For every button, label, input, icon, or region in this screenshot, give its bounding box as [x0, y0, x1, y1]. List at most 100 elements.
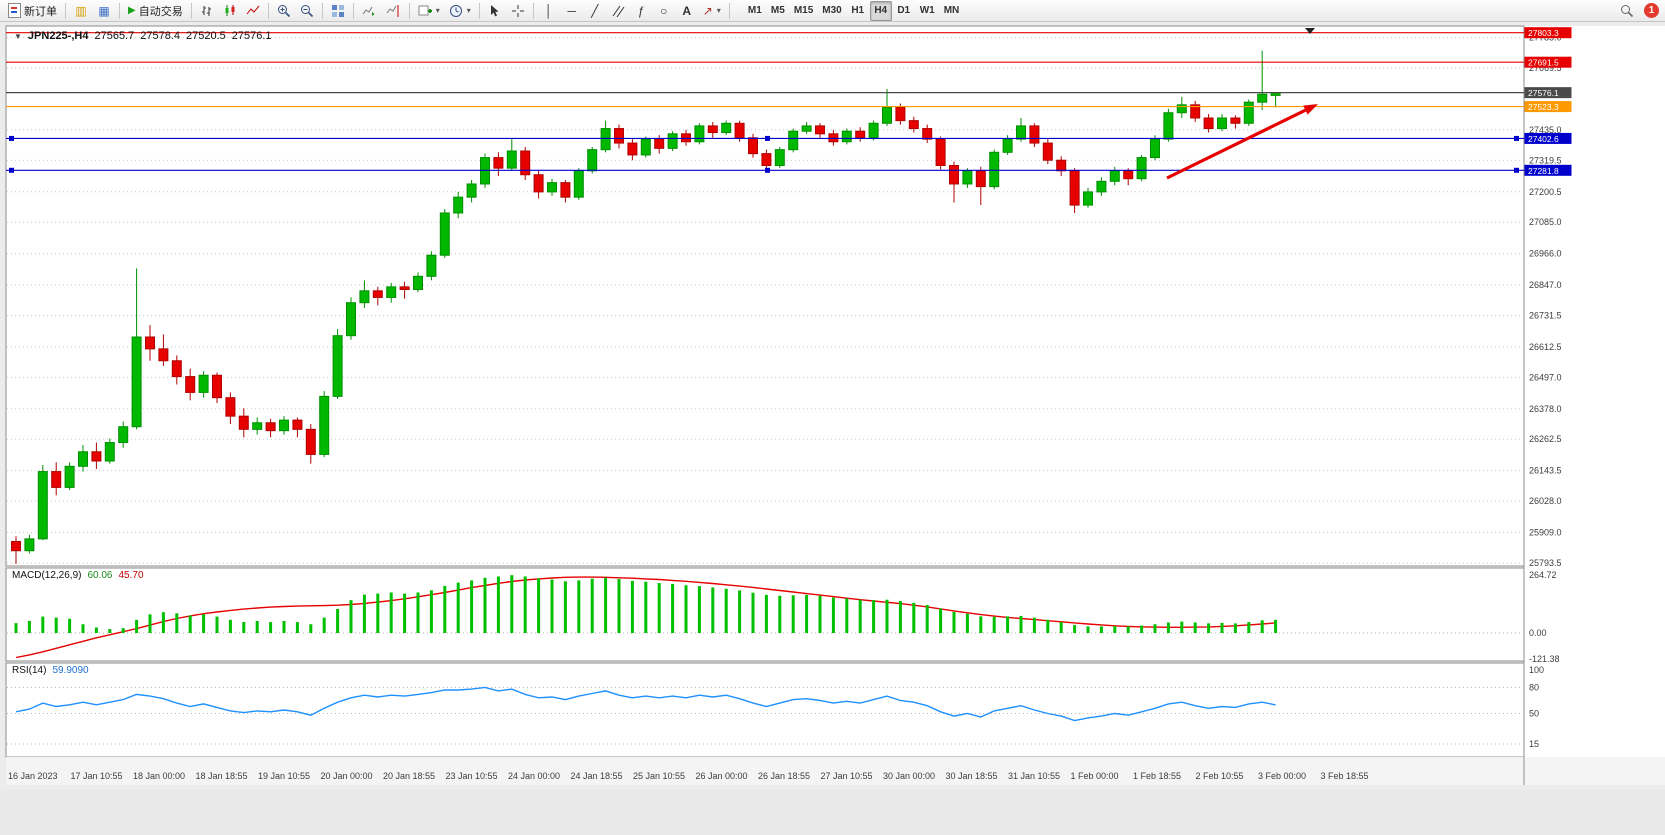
- trend-arrow[interactable]: [1166, 108, 1307, 180]
- autotrade-play-icon: ▶: [128, 4, 136, 16]
- annotations[interactable]: [1166, 28, 1318, 180]
- time-label: 20 Jan 00:00: [321, 771, 373, 781]
- cursor-button[interactable]: [484, 1, 506, 21]
- fibonacci-icon: ƒ: [637, 3, 645, 18]
- timeframe-button-H1[interactable]: H1: [847, 1, 869, 21]
- toolbar-separator: [352, 2, 354, 19]
- macd-histogram: [14, 575, 1278, 633]
- add-chart-icon: [418, 5, 432, 15]
- svg-text:0.00: 0.00: [1529, 628, 1547, 638]
- svg-text:27200.5: 27200.5: [1529, 187, 1562, 197]
- time-label: 16 Jan 2023: [8, 771, 58, 781]
- text-button[interactable]: A: [676, 1, 698, 21]
- time-label: 3 Feb 00:00: [1258, 771, 1306, 781]
- search-button[interactable]: [1616, 1, 1638, 21]
- macd-label: MACD(12,26,9) 60.06 45.70: [12, 570, 144, 581]
- symbol-collapse-icon[interactable]: ▼: [14, 31, 22, 41]
- line-handle[interactable]: [9, 135, 14, 141]
- chart-shift-icon: [386, 4, 399, 17]
- horizontal-line-button[interactable]: ─: [561, 1, 583, 21]
- time-label: 1 Feb 00:00: [1071, 771, 1119, 781]
- macd-signal-value: 45.70: [118, 570, 144, 581]
- zoom-in-button[interactable]: [273, 1, 295, 21]
- line-handle[interactable]: [765, 167, 770, 173]
- market-watch-button[interactable]: ▦: [93, 1, 115, 21]
- chart-panels: [5, 25, 1665, 785]
- vertical-line-button[interactable]: │: [538, 1, 560, 21]
- new-chart-button[interactable]: ▾: [414, 1, 444, 21]
- candlestick-button[interactable]: [219, 1, 241, 21]
- line-handle[interactable]: [1514, 167, 1519, 173]
- timeframe-button-M30[interactable]: M30: [818, 1, 845, 21]
- line-handle[interactable]: [1514, 135, 1519, 141]
- autotrade-button[interactable]: ▶ 自动交易: [124, 1, 187, 21]
- crosshair-button[interactable]: [507, 1, 529, 21]
- tile-windows-button[interactable]: [327, 1, 349, 21]
- line-handle[interactable]: [765, 135, 770, 141]
- chart-shift-button[interactable]: [382, 1, 405, 21]
- dropdown-arrow-icon: ▾: [435, 6, 440, 15]
- svg-text:27402.6: 27402.6: [1528, 134, 1559, 144]
- time-axis[interactable]: 16 Jan 2023 17 Jan 10:55 18 Jan 00:00 18 Ja…: [8, 771, 1369, 781]
- svg-text:25793.5: 25793.5: [1529, 558, 1562, 568]
- time-label: 24 Jan 18:55: [571, 771, 623, 781]
- svg-text:100: 100: [1529, 665, 1544, 675]
- market-watch-icon: ▦: [98, 3, 110, 18]
- symbol-period-label: JPN225-,H4: [27, 30, 89, 42]
- zoom-in-icon: [277, 4, 290, 17]
- time-label: 27 Jan 10:55: [821, 771, 873, 781]
- timeframe-button-D1[interactable]: D1: [893, 1, 915, 21]
- new-order-label: 新订单: [24, 5, 57, 18]
- chart-list-icon: ▥: [75, 3, 87, 18]
- svg-text:27523.3: 27523.3: [1528, 102, 1559, 112]
- timeframe-button-M5[interactable]: M5: [767, 1, 789, 21]
- zoom-out-button[interactable]: [296, 1, 318, 21]
- rsi-label: RSI(14) 59.9090: [12, 665, 89, 676]
- line-handle[interactable]: [9, 167, 14, 173]
- time-label: 23 Jan 10:55: [446, 771, 498, 781]
- price-grid: [7, 37, 1523, 564]
- level-lines[interactable]: [6, 32, 1524, 173]
- macd-panel: 264.72 0.00 -121.38: [7, 570, 1560, 664]
- timeframe-button-M1[interactable]: M1: [744, 1, 766, 21]
- line-chart-button[interactable]: [242, 1, 264, 21]
- price-chart-canvas[interactable]: 27785.027669.527435.027319.527200.527085…: [0, 22, 1665, 790]
- svg-text:25909.0: 25909.0: [1529, 528, 1562, 538]
- toolbar-separator: [65, 2, 66, 19]
- trendline-button[interactable]: ╱: [584, 1, 606, 21]
- arrows-button[interactable]: ↗ ▾: [699, 1, 725, 21]
- timeframe-button-MN[interactable]: MN: [940, 1, 964, 21]
- auto-scroll-icon: [362, 6, 375, 16]
- new-order-button[interactable]: 新订单: [4, 1, 61, 21]
- toolbar-separator: [119, 2, 120, 19]
- notification-badge[interactable]: 1: [1644, 3, 1659, 18]
- svg-text:80: 80: [1529, 682, 1539, 692]
- dropdown-arrow-icon: ▾: [466, 6, 471, 15]
- timeframe-button-H4[interactable]: H4: [869, 0, 892, 21]
- time-label: 30 Jan 18:55: [946, 771, 998, 781]
- svg-text:26847.0: 26847.0: [1529, 280, 1562, 290]
- bar-chart-button[interactable]: [196, 1, 218, 21]
- period-clock-button[interactable]: ▾: [445, 1, 475, 21]
- fibonacci-button[interactable]: ƒ: [630, 1, 652, 21]
- charts-panel-button[interactable]: ▥: [70, 1, 92, 21]
- toolbar-separator: [408, 2, 410, 19]
- time-label: 2 Feb 10:55: [1196, 771, 1244, 781]
- time-label: 30 Jan 00:00: [883, 771, 935, 781]
- ohlc-low: 27520.5: [186, 30, 226, 42]
- svg-text:26612.5: 26612.5: [1529, 342, 1562, 352]
- time-label: 3 Feb 18:55: [1321, 771, 1369, 781]
- shapes-button[interactable]: ○: [653, 1, 675, 21]
- toolbar-separator: [267, 2, 269, 19]
- timeframe-button-M15[interactable]: M15: [790, 1, 817, 21]
- timeframe-button-W1[interactable]: W1: [916, 1, 939, 21]
- chart-window[interactable]: ▼ JPN225-,H4 27565.7 27578.4 27520.5 275…: [0, 22, 1665, 790]
- time-label: 24 Jan 00:00: [508, 771, 560, 781]
- bar-chart-icon: [201, 5, 211, 16]
- channel-button[interactable]: [607, 1, 629, 21]
- dropdown-arrow-icon: ▾: [716, 6, 721, 15]
- shapes-icon: ○: [660, 3, 668, 18]
- auto-scroll-button[interactable]: [358, 1, 381, 21]
- svg-text:27319.5: 27319.5: [1529, 155, 1562, 165]
- clock-icon: [449, 4, 462, 17]
